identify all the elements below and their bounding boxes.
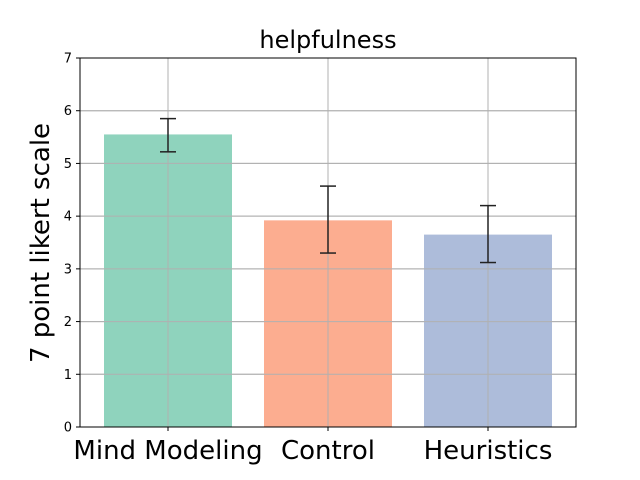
y-tick-label: 0: [64, 421, 72, 436]
bars: [80, 57, 576, 428]
x-tick-label: Control: [281, 436, 375, 466]
error-bars: [160, 117, 496, 264]
x-tick-label: Mind Modeling: [73, 436, 262, 466]
y-tick-label: 4: [64, 210, 72, 225]
y-tick-label: 3: [64, 262, 72, 277]
y-tick-label: 7: [64, 52, 72, 67]
chart-title: helpfulness: [259, 26, 396, 54]
y-axis-label: 7 point likert scale: [26, 123, 56, 363]
y-tick-label: 5: [64, 157, 72, 172]
axis-ticks: 0 1 2 3 4 5 6 7 Mind Modeling Control Heuristics: [64, 52, 553, 467]
y-tick-label: 1: [64, 368, 72, 383]
y-tick-label: 6: [64, 104, 72, 119]
x-tick-label: Heuristics: [424, 436, 553, 466]
y-tick-label: 2: [64, 315, 72, 330]
